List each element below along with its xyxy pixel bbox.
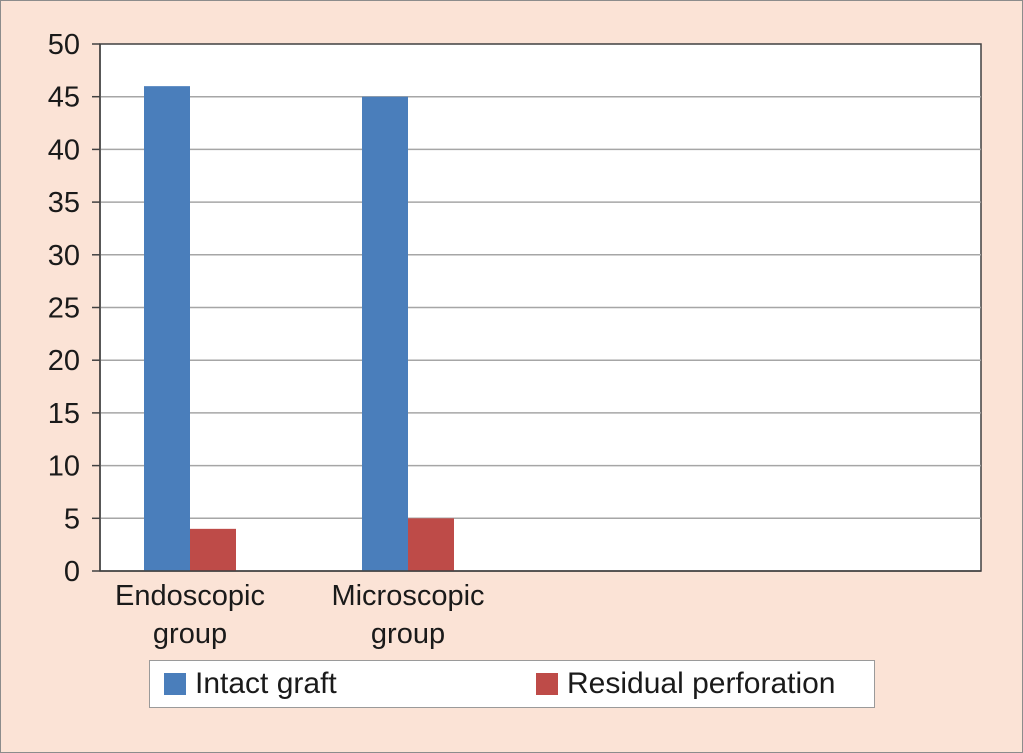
bars (144, 86, 454, 571)
y-tick-label: 5 (64, 503, 80, 535)
x-category-label: group (153, 618, 227, 650)
y-tick-label: 10 (48, 451, 80, 483)
y-axis: 0 5 10 15 20 25 30 35 40 45 50 (48, 29, 101, 588)
bar-intact-graft-1 (362, 96, 408, 571)
y-tick-label: 45 (48, 82, 80, 114)
x-category-label: group (371, 618, 445, 650)
y-tick-label: 30 (48, 240, 80, 272)
y-tick-label: 25 (48, 293, 80, 325)
y-tick-label: 35 (48, 187, 80, 219)
legend-item-residual-perforation: Residual perforation (536, 661, 836, 707)
bar-residual-perforation-1 (408, 518, 454, 571)
x-category-label: Microscopic (331, 580, 484, 612)
y-tick-label: 15 (48, 398, 80, 430)
y-tick-label: 20 (48, 345, 80, 377)
bar-intact-graft-0 (144, 86, 190, 571)
legend: Intact graft Residual perforation (149, 660, 875, 708)
legend-swatch-residual-perforation (536, 673, 558, 695)
legend-item-intact-graft: Intact graft (164, 661, 337, 707)
bar-chart: 0 5 10 15 20 25 30 35 40 45 50 Endoscopic group Micr… (48, 29, 982, 650)
legend-label-intact-graft: Intact graft (195, 667, 337, 700)
x-category-label: Endoscopic (115, 580, 265, 612)
grid-lines (100, 95, 981, 520)
legend-swatch-intact-graft (164, 673, 186, 695)
x-axis: Endoscopic group Microscopic group (100, 570, 981, 650)
bar-residual-perforation-0 (190, 528, 236, 571)
legend-label-residual-perforation: Residual perforation (567, 667, 836, 700)
y-tick-label: 50 (48, 29, 80, 61)
y-tick-label: 40 (48, 134, 80, 166)
y-tick-label: 0 (64, 556, 80, 588)
